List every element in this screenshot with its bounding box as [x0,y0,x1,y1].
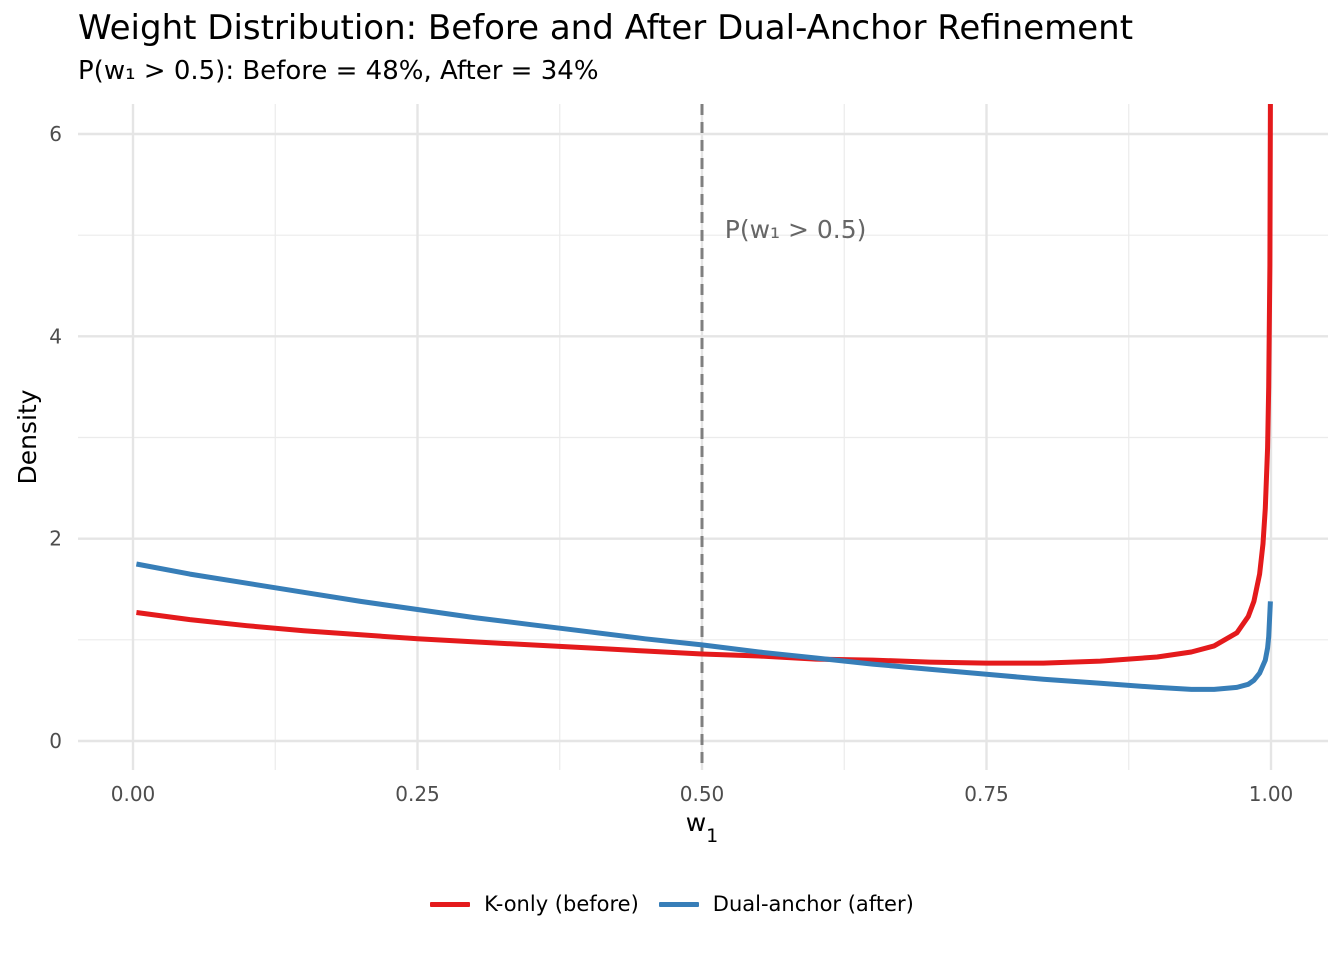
legend-item-dual-anchor: Dual-anchor (after) [658,892,914,916]
x-tick-label: 0.75 [964,782,1009,806]
legend-label: K-only (before) [484,892,639,916]
legend-key [658,901,699,907]
series-line-dual-anchor [135,561,1273,692]
legend-key [430,901,471,907]
x-axis-ticks: 0.00 0.25 0.50 0.75 1.00 [111,782,1294,806]
chart-subtitle: P(w₁ > 0.5): Before = 48%, After = 34% [78,56,599,86]
x-tick-label: 0.00 [111,782,156,806]
x-tick-label: 0.25 [395,782,440,806]
y-tick-label: 2 [49,527,62,551]
legend-label: Dual-anchor (after) [712,892,914,916]
y-axis-ticks: 0 2 4 6 [49,122,62,753]
y-tick-label: 6 [49,122,62,146]
y-tick-label: 4 [49,324,62,348]
legend-item-k-only: K-only (before) [430,892,639,916]
x-tick-label: 1.00 [1249,782,1294,806]
y-axis-title: Density [13,389,42,484]
grid-major [78,104,1328,770]
x-axis-title-main: w [686,808,706,837]
chart-area: 0.00 0.25 0.50 0.75 1.00 0 2 4 6 P(w₁ > 0.5) w1… [13,103,1328,847]
series-line-k-only [136,103,1273,666]
legend: K-only (before) Dual-anchor (after) [0,892,1344,916]
x-tick-label: 0.50 [680,782,725,806]
series-layer [135,103,1273,692]
threshold-annotation: P(w₁ > 0.5) [725,215,867,244]
x-axis-title-subscript: 1 [706,825,718,847]
x-axis-title: w1 [686,808,719,847]
chart-title: Weight Distribution: Before and After Du… [78,8,1134,48]
y-tick-label: 0 [49,729,62,753]
